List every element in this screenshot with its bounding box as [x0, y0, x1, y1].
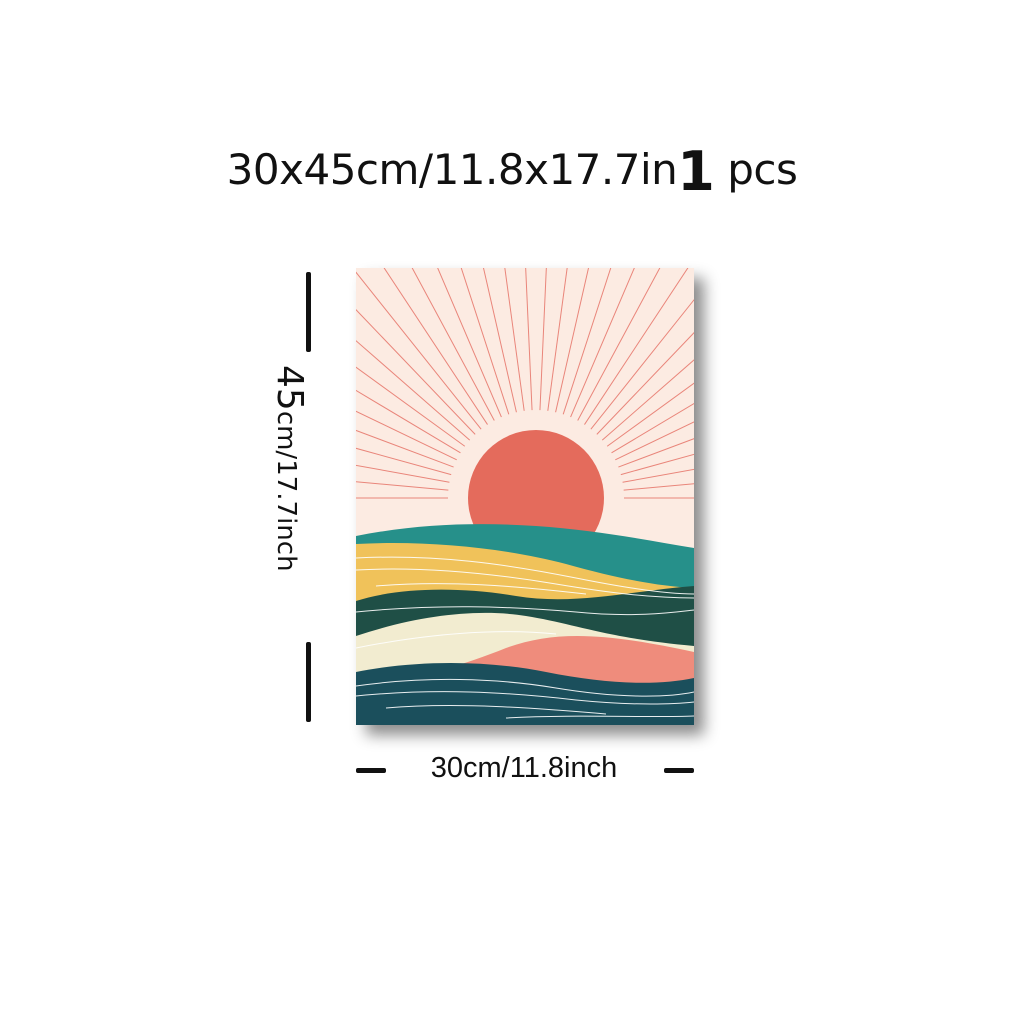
- quantity-unit: pcs: [727, 145, 798, 194]
- sun-ray: [606, 382, 694, 447]
- sun-rays: [356, 268, 694, 499]
- sun-ray: [383, 268, 488, 425]
- product-size-title: 30x45cm/11.8x17.7in1 pcs: [0, 140, 1024, 203]
- sun-ray: [356, 410, 457, 461]
- wave-lines: [356, 556, 694, 719]
- sun-ray: [356, 271, 482, 430]
- sun-ray: [620, 453, 694, 476]
- sun-ray: [504, 268, 525, 411]
- sun-ray: [460, 268, 510, 415]
- sun-ray: [555, 268, 590, 413]
- sun-ray: [539, 268, 547, 411]
- canvas-artwork: [356, 268, 694, 725]
- width-dimension-line-right: [664, 768, 694, 773]
- sun-ray: [356, 340, 471, 441]
- size-text: 30x45cm/11.8x17.7in: [226, 145, 678, 194]
- sun-ray: [356, 481, 449, 491]
- sun-ray: [618, 438, 694, 468]
- quantity-number: 1: [677, 140, 715, 203]
- width-dimension-label: 30cm/11.8inch: [430, 752, 618, 784]
- sun-ray: [356, 447, 452, 476]
- sun-ray: [622, 468, 694, 483]
- sun-ray: [356, 309, 476, 435]
- height-units: cm/17.7inch: [271, 410, 301, 572]
- sun-ray: [356, 464, 450, 483]
- width-dimension-line-left: [356, 768, 386, 773]
- sun-ray: [547, 268, 568, 411]
- sun-ray: [356, 429, 454, 468]
- sun-ray: [482, 268, 517, 413]
- sun-ray: [525, 268, 533, 411]
- sun-ray: [411, 268, 495, 421]
- sun-ray: [611, 403, 694, 454]
- sun-ray: [577, 268, 661, 421]
- sun-ray: [623, 483, 694, 491]
- sunset-waves-illustration: [356, 268, 694, 725]
- sun-ray: [437, 268, 502, 418]
- sun-ray: [615, 421, 694, 461]
- sun-ray: [356, 366, 466, 447]
- sun-ray: [596, 332, 694, 435]
- sun-ray: [570, 268, 635, 418]
- sun-ray: [601, 359, 694, 441]
- height-value: 45: [269, 365, 310, 411]
- sun-ray: [562, 268, 612, 415]
- sun-ray: [356, 389, 461, 454]
- height-dimension-line-bottom: [306, 642, 311, 722]
- sun-ray: [584, 268, 689, 425]
- wave-navy: [356, 663, 694, 725]
- sun-ray: [590, 299, 694, 430]
- height-dimension-line-top: [306, 272, 311, 352]
